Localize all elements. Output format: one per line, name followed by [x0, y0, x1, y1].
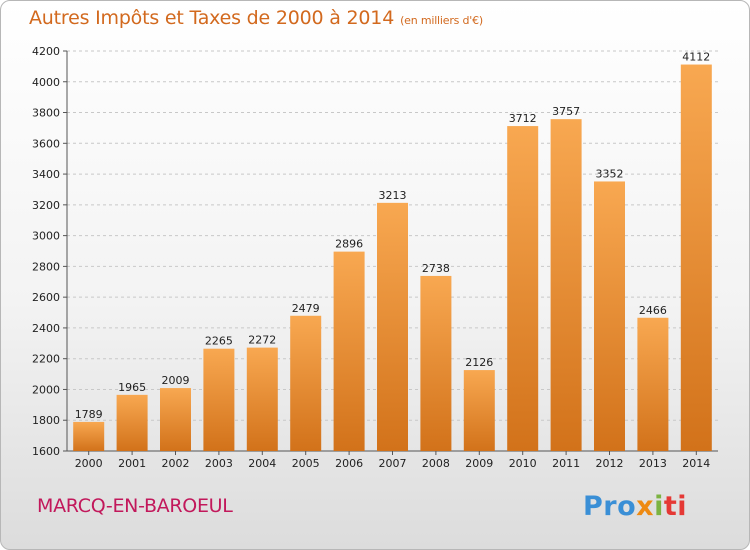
x-tick-label: 2010: [509, 457, 537, 470]
data-label-2005: 2479: [292, 302, 320, 315]
bar-2011: [550, 119, 582, 452]
data-label-2013: 2466: [639, 304, 667, 317]
data-label-2007: 3213: [379, 189, 407, 202]
x-tick-label: 2012: [596, 457, 624, 470]
axes: 1600 1800 2000 2200 2400 2600 2800 3000 3200 3400…: [32, 45, 718, 470]
x-tick-label: 2006: [335, 457, 363, 470]
logo-part-4: ti: [663, 491, 688, 522]
y-tick-label: 3400: [32, 168, 60, 181]
x-tick-label: 2000: [75, 457, 103, 470]
bar-2014: [680, 64, 712, 452]
data-label-2004: 2272: [248, 334, 276, 347]
city-name: MARCQ-EN-BAROEUL: [37, 495, 233, 517]
y-tick-label: 3200: [32, 199, 60, 212]
y-tick-label: 3600: [32, 137, 60, 150]
x-tick-label: 2001: [118, 457, 146, 470]
proxiti-logo: Proxiti: [583, 491, 687, 522]
x-tick-label: 2008: [422, 457, 450, 470]
data-label-2006: 2896: [335, 238, 363, 251]
data-label-2000: 1789: [75, 408, 103, 421]
bar-2004: [246, 347, 278, 451]
bar-2003: [203, 348, 235, 451]
x-tick-label: 2003: [205, 457, 233, 470]
data-labels: 1789 1965 2009 2265 2272 2479 2896 3213 2738 2126…: [75, 51, 711, 421]
y-tick-label: 2400: [32, 322, 60, 335]
y-tick-label: 4200: [32, 45, 60, 58]
x-tick-label: 2005: [292, 457, 320, 470]
chart-title-main: Autres Impôts et Taxes de 2000 à 2014: [29, 7, 395, 29]
chart-title: Autres Impôts et Taxes de 2000 à 2014 (en…: [29, 7, 483, 29]
y-tick-label: 1800: [32, 414, 60, 427]
logo-part-2: x: [636, 491, 655, 522]
bar-2008: [420, 275, 452, 451]
bar-2002: [160, 388, 191, 451]
data-label-2002: 2009: [162, 374, 190, 387]
data-label-2010: 3712: [509, 112, 537, 125]
y-tick-label: 2800: [32, 260, 60, 273]
data-label-2003: 2265: [205, 335, 233, 348]
y-tick-label: 3800: [32, 107, 60, 120]
x-tick-label: 2013: [639, 457, 667, 470]
y-tick-label: 2600: [32, 291, 60, 304]
data-label-2001: 1965: [118, 381, 146, 394]
data-label-2012: 3352: [596, 167, 624, 180]
bar-2006: [333, 251, 365, 451]
x-tick-label: 2009: [465, 457, 493, 470]
x-tick-label: 2007: [379, 457, 407, 470]
y-tick-label: 2000: [32, 383, 60, 396]
bar-2010: [507, 126, 539, 452]
x-tick-label: 2014: [682, 457, 710, 470]
x-tick-label: 2011: [552, 457, 580, 470]
y-tick-label: 1600: [32, 445, 60, 458]
x-tick-label: 2004: [248, 457, 276, 470]
y-tick-label: 3000: [32, 230, 60, 243]
chart-title-unit: (en milliers d'€): [400, 14, 483, 27]
y-tick-label: 4000: [32, 76, 60, 89]
bar-2013: [637, 317, 669, 451]
bar-2007: [377, 202, 408, 451]
logo-part-3: i: [654, 491, 664, 522]
x-tick-label: 2002: [162, 457, 190, 470]
data-label-2009: 2126: [465, 356, 493, 369]
bars: [73, 64, 712, 452]
bar-2005: [290, 315, 322, 451]
data-label-2008: 2738: [422, 262, 450, 275]
data-label-2014: 4112: [682, 51, 710, 64]
bar-2001: [116, 394, 148, 451]
bar-2000: [73, 421, 105, 451]
y-tick-label: 2200: [32, 353, 60, 366]
bar-2009: [463, 370, 495, 451]
bar-2012: [594, 181, 625, 451]
logo-part-1: Pro: [583, 491, 637, 522]
data-label-2011: 3757: [552, 105, 580, 118]
